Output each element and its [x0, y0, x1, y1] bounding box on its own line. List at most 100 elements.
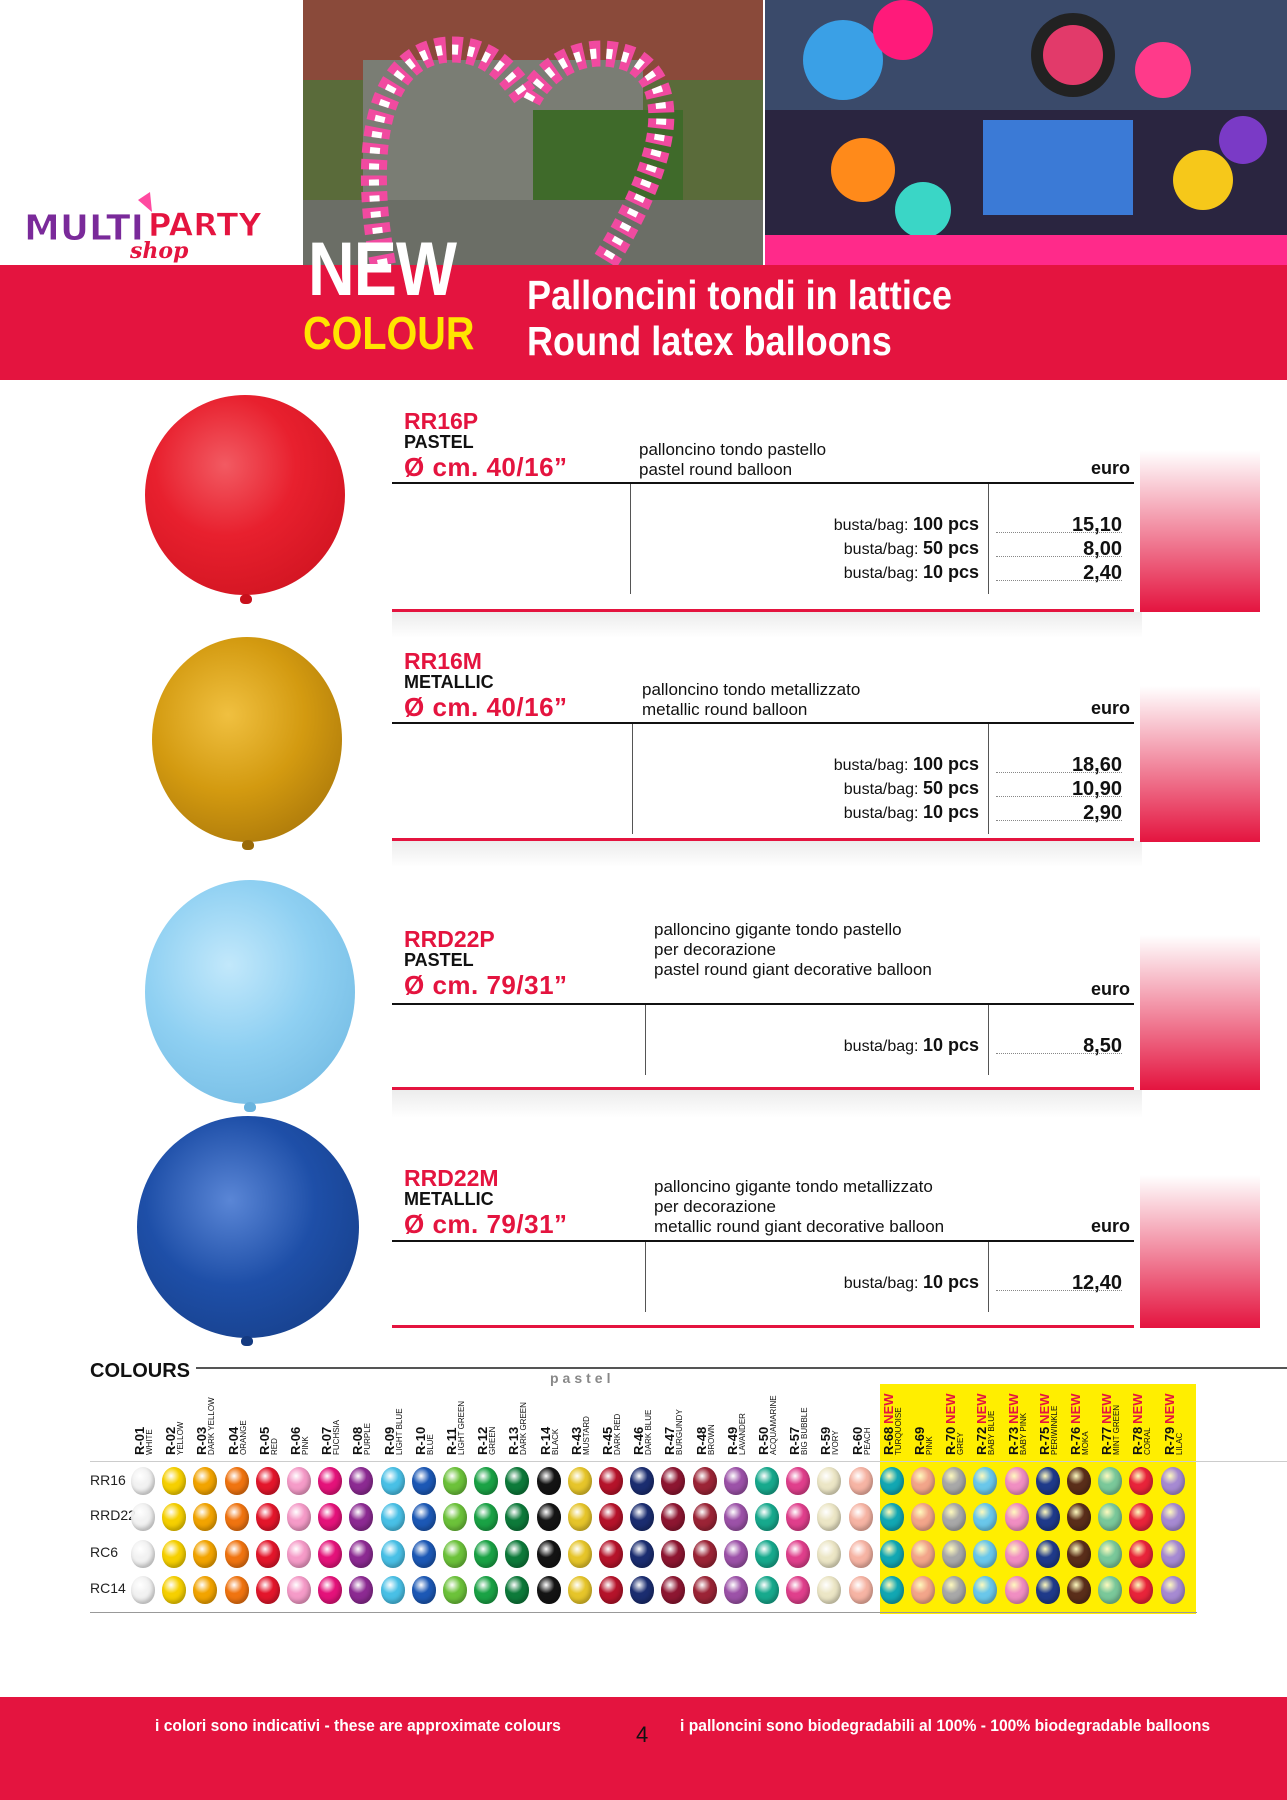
multiparty-logo: MULTI PARTY shop	[20, 190, 285, 270]
swatch-r-50-rc6	[755, 1540, 779, 1568]
swatch-r-13-rrd22	[505, 1503, 530, 1531]
swatch-r-14-rc6	[536, 1540, 561, 1568]
card-shadow	[392, 612, 1142, 638]
balloon-knot	[244, 1102, 256, 1112]
swatch-r-72-rr16	[973, 1467, 998, 1495]
swatch-r-73-rc6	[1004, 1540, 1029, 1568]
svg-text:shop: shop	[129, 238, 189, 264]
product-card-rr16p: RR16P PASTEL Ø cm. 40/16” palloncino ton…	[392, 390, 1260, 640]
swatch-r-72-rrd22	[973, 1503, 998, 1531]
swatch-r-69-rc6	[911, 1540, 935, 1568]
swatch-r-05-rc14	[255, 1576, 280, 1604]
red-accent-bar	[1140, 450, 1260, 612]
product-code: RRD22P	[404, 926, 495, 952]
swatch-r-08-rc14	[349, 1576, 374, 1604]
svg-text:MULTI: MULTI	[24, 208, 144, 249]
swatch-r-47-rc14	[661, 1576, 686, 1604]
swatch-r-73-rc14	[1004, 1576, 1029, 1604]
divider	[645, 1242, 646, 1312]
swatch-r-49-rrd22	[723, 1503, 748, 1531]
swatch-r-05-rrd22	[255, 1503, 280, 1531]
swatch-r-68-rr16	[879, 1467, 904, 1495]
swatch-r-05-rr16	[255, 1467, 280, 1495]
swatch-r-14-rr16	[536, 1467, 561, 1495]
divider	[988, 724, 989, 834]
swatch-r-09-rr16	[380, 1467, 405, 1495]
swatch-r-60-rc6	[848, 1540, 873, 1568]
product-description: palloncino tondo metallizzato metallic ro…	[642, 680, 861, 719]
page-number: 4	[636, 1722, 649, 1747]
swatch-r-10-rc6	[411, 1540, 436, 1568]
divider	[90, 1612, 1197, 1613]
swatch-r-73-rr16	[1004, 1467, 1029, 1495]
row-label-rr16: RR16	[90, 1472, 126, 1488]
swatch-r-11-rc14	[443, 1576, 467, 1604]
new-label: NEW	[308, 227, 457, 312]
divider	[988, 484, 989, 594]
swatch-r-47-rrd22	[661, 1503, 686, 1531]
swatch-r-70-rc6	[942, 1540, 967, 1568]
swatch-r-09-rrd22	[380, 1503, 405, 1531]
swatch-r-04-rrd22	[224, 1503, 249, 1531]
swatch-r-60-rrd22	[848, 1503, 873, 1531]
swatch-r-77-rr16	[1098, 1467, 1123, 1495]
swatch-r-06-rrd22	[287, 1503, 311, 1531]
swatch-r-13-rc14	[505, 1576, 530, 1604]
product-description: palloncino gigante tondo pastello per dec…	[654, 920, 932, 979]
red-accent-bar	[1140, 935, 1260, 1090]
swatch-r-60-rr16	[848, 1467, 873, 1495]
swatch-r-75-rc6	[1035, 1540, 1060, 1568]
euro-label: euro	[1090, 698, 1130, 718]
swatch-r-47-rc6	[661, 1540, 686, 1568]
swatch-r-77-rrd22	[1098, 1503, 1123, 1531]
swatch-r-14-rrd22	[536, 1503, 561, 1531]
swatch-r-08-rr16	[349, 1467, 374, 1495]
swatch-r-77-rc14	[1098, 1576, 1123, 1604]
product-card-rr16m: RR16M METALLIC Ø cm. 40/16” palloncino t…	[392, 630, 1260, 882]
swatch-r-06-rc14	[287, 1576, 311, 1604]
swatch-r-76-rrd22	[1067, 1503, 1091, 1531]
product-code: RR16P	[404, 408, 479, 434]
swatch-r-07-rrd22	[318, 1503, 343, 1531]
swatch-r-70-rc14	[942, 1576, 967, 1604]
swatch-r-43-rc6	[567, 1540, 592, 1568]
swatch-r-09-rc14	[380, 1576, 405, 1604]
swatch-r-77-rc6	[1098, 1540, 1123, 1568]
card-underline	[392, 1325, 1134, 1328]
price-row: busta/bag: 100 pcs 18,60	[833, 754, 1122, 776]
swatch-r-03-rrd22	[193, 1503, 218, 1531]
swatch-r-48-rrd22	[692, 1503, 717, 1531]
price-row: busta/bag: 10 pcs 8,50	[843, 1035, 1122, 1057]
balloon-image-rrd22m	[137, 1116, 359, 1338]
product-description: palloncino tondo pastello pastel round ba…	[639, 440, 827, 479]
swatch-r-46-rc6	[630, 1540, 655, 1568]
swatch-r-46-rc14	[630, 1576, 655, 1604]
swatch-r-50-rrd22	[755, 1503, 779, 1531]
swatch-r-02-rr16	[162, 1467, 187, 1495]
swatch-r-10-rrd22	[411, 1503, 436, 1531]
swatch-r-06-rc6	[287, 1540, 311, 1568]
swatch-r-12-rc6	[474, 1540, 499, 1568]
product-card-rrd22m: RRD22M METALLIC Ø cm. 79/31” palloncino …	[392, 1135, 1260, 1340]
swatch-r-59-rr16	[817, 1467, 842, 1495]
price-row: busta/bag: 50 pcs 10,90	[843, 778, 1122, 800]
colour-header-r-79: R-79NEW LILAC	[1161, 1393, 1184, 1455]
euro-label: euro	[1090, 979, 1130, 999]
footer-band	[0, 1697, 1287, 1800]
balloon-knot	[240, 594, 252, 604]
swatch-r-45-rc6	[599, 1540, 623, 1568]
swatch-r-11-rc6	[443, 1540, 467, 1568]
product-size: Ø cm. 40/16”	[404, 452, 568, 482]
row-label-rc14: RC14	[90, 1580, 126, 1596]
divider	[392, 722, 1134, 724]
product-description: palloncino gigante tondo metallizzato per…	[654, 1177, 945, 1236]
swatch-r-59-rrd22	[817, 1503, 842, 1531]
swatch-r-07-rc14	[318, 1576, 343, 1604]
row-label-rc6: RC6	[90, 1544, 119, 1560]
divider	[392, 1240, 1134, 1242]
swatch-r-45-rc14	[599, 1576, 623, 1604]
swatch-r-76-rc6	[1067, 1540, 1091, 1568]
swatch-r-57-rrd22	[786, 1503, 811, 1531]
product-card-rrd22p: RRD22P PASTEL Ø cm. 79/31” palloncino gi…	[392, 900, 1260, 1100]
product-size: Ø cm. 79/31”	[404, 1209, 568, 1239]
